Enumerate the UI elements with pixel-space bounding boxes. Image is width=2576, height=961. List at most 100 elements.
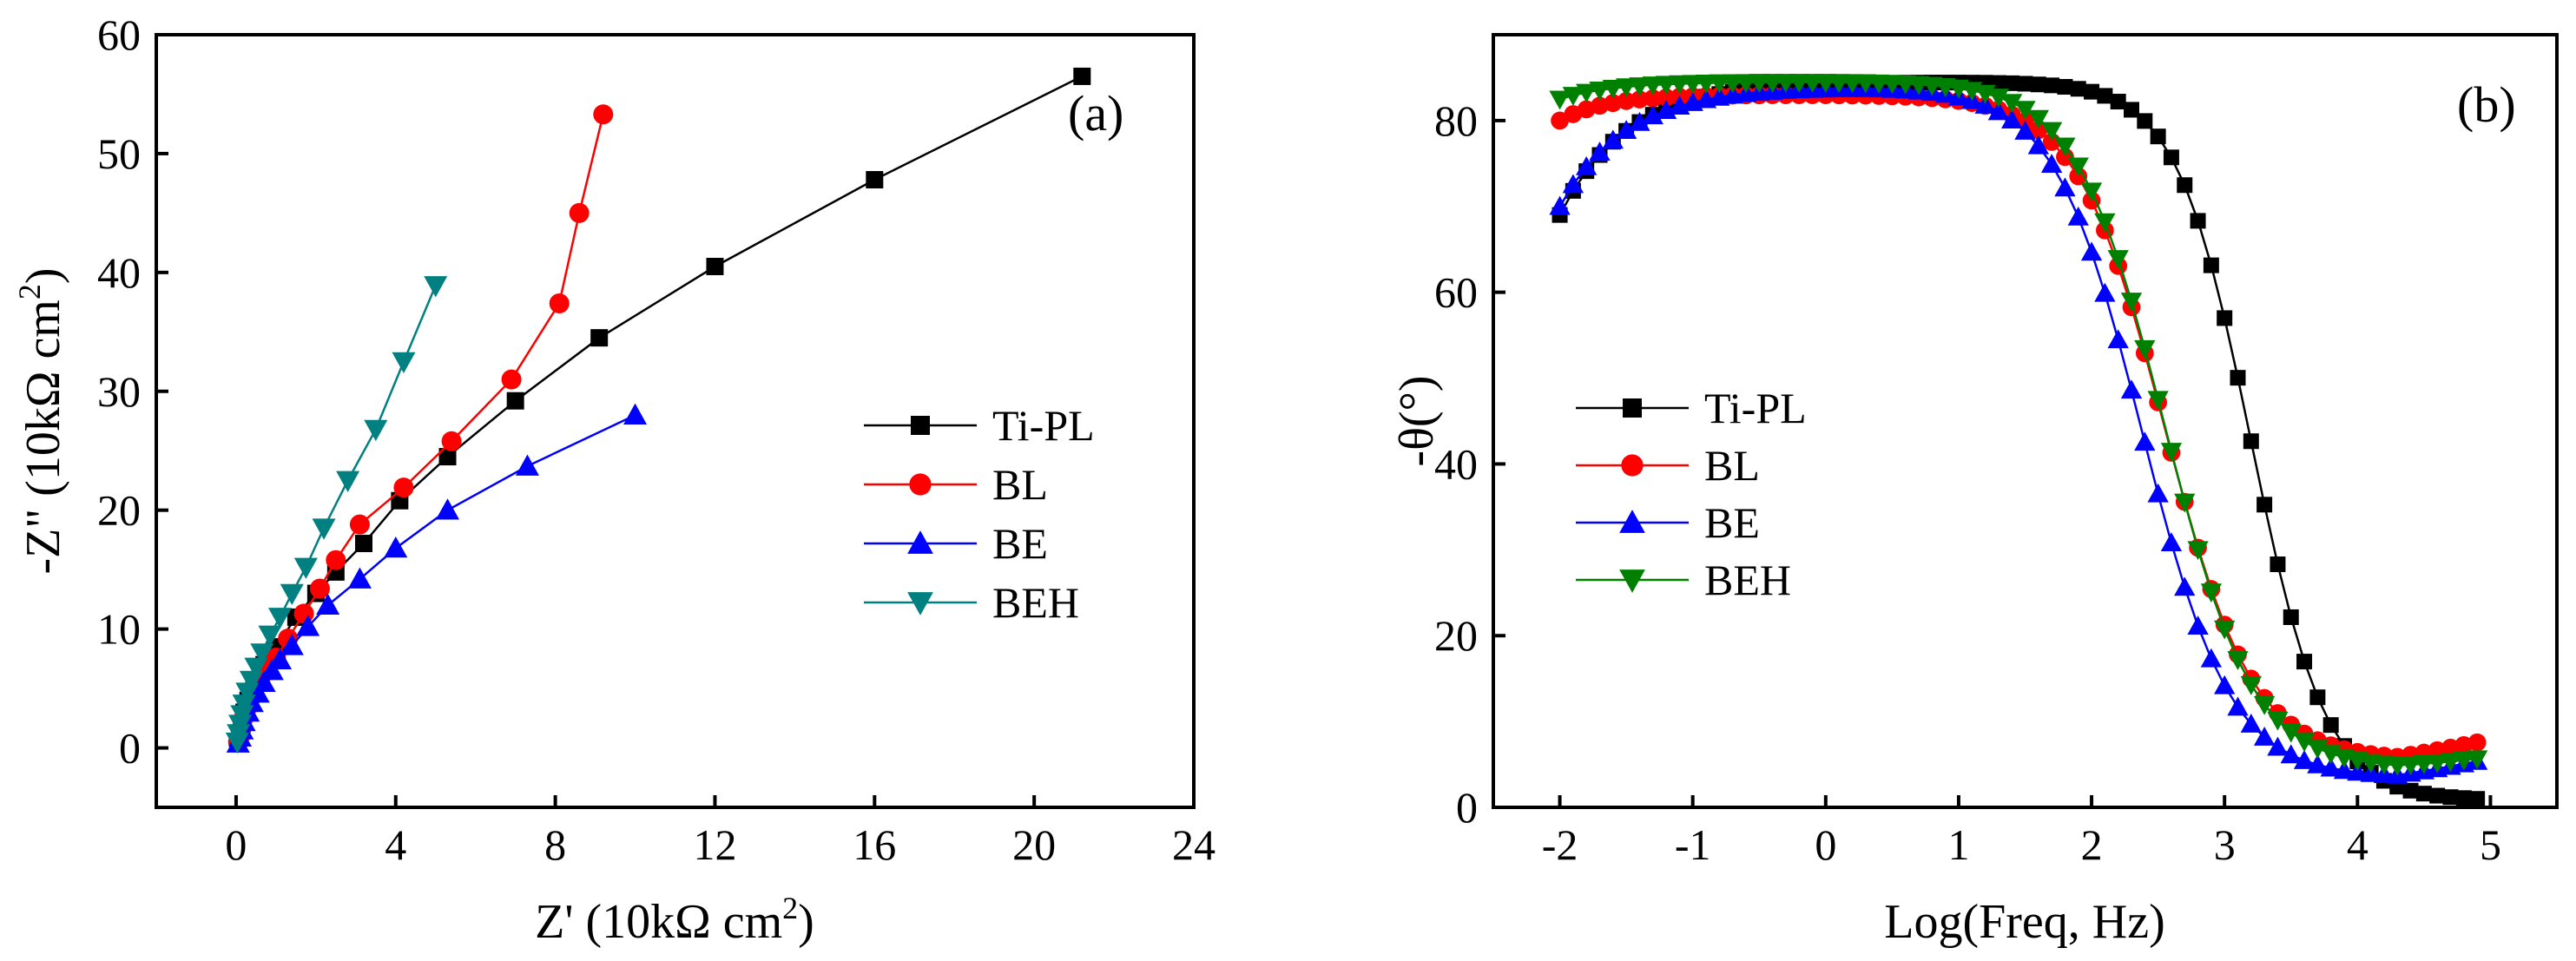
data-point — [2322, 717, 2339, 734]
nyquist-y-ticks: 0 10 20 30 40 50 60 — [97, 10, 168, 773]
data-point — [1669, 75, 1690, 95]
y-tick-label: 60 — [1434, 268, 1478, 317]
data-point — [1589, 142, 1611, 161]
y-tick-label: 0 — [1456, 783, 1478, 832]
nyquist-legend: Ti-PL BL BE BEH — [864, 401, 1095, 627]
data-point — [2080, 182, 2103, 202]
x-tick-label: 1 — [1947, 820, 1969, 869]
x-tick-label: 8 — [544, 820, 566, 869]
data-point — [593, 104, 614, 125]
nyquist-plot-frame — [155, 33, 1196, 809]
data-point — [2214, 675, 2236, 694]
data-point — [2177, 177, 2193, 194]
data-point — [1655, 76, 1677, 95]
data-point — [2307, 754, 2329, 773]
data-point — [1775, 74, 1797, 93]
data-point — [2067, 206, 2089, 226]
data-point — [1841, 74, 1863, 94]
legend-item: BE — [1576, 498, 1760, 547]
data-point — [1591, 96, 1609, 115]
data-point — [355, 535, 372, 553]
data-point — [2067, 157, 2089, 177]
data-point — [2027, 135, 2049, 155]
data-point — [1549, 90, 1571, 110]
data-point — [2017, 76, 2033, 92]
data-point — [2280, 744, 2302, 764]
data-point — [227, 724, 251, 746]
legend-marker — [907, 592, 933, 615]
legend-marker — [907, 530, 933, 554]
data-point — [2429, 787, 2446, 804]
data-point — [1629, 111, 1650, 131]
data-point — [2054, 177, 2076, 197]
data-point — [1642, 105, 1664, 125]
x-tick-label: -2 — [1542, 820, 1578, 869]
y-tick-label: 80 — [1434, 96, 1478, 145]
data-point — [2442, 789, 2459, 806]
data-point — [267, 608, 292, 629]
y-tick-label: 0 — [119, 724, 141, 773]
nyquist-x-ticks: 0 4 8 12 16 20 24 — [225, 795, 1216, 869]
bode-phase-plot-panel: -2 -1 0 1 2 3 4 5 0 20 40 60 80 (b) Log(Freq, Hz) -… — [1390, 33, 2559, 949]
x-tick-label: 0 — [225, 820, 247, 869]
legend-item: BL — [864, 460, 1048, 509]
data-point — [2309, 689, 2326, 706]
data-point — [1551, 111, 1569, 130]
data-point — [1629, 77, 1650, 96]
data-point — [2415, 786, 2432, 802]
data-point — [326, 550, 346, 570]
data-point — [1974, 95, 1996, 114]
data-point — [312, 518, 336, 540]
data-point — [2240, 714, 2262, 733]
data-point — [2413, 755, 2435, 774]
data-point — [1615, 78, 1637, 98]
data-point — [549, 293, 570, 313]
data-point — [1615, 120, 1637, 139]
data-point — [1644, 89, 1663, 108]
data-point — [1722, 74, 1743, 94]
legend-label: BEH — [1704, 556, 1791, 604]
x-tick-label: 5 — [2480, 820, 2501, 869]
data-point — [1802, 74, 1823, 93]
series-beh — [225, 276, 448, 754]
data-point — [2227, 651, 2249, 670]
data-point — [232, 694, 256, 716]
data-point — [2253, 727, 2276, 746]
data-point — [1789, 74, 1810, 93]
data-point — [316, 593, 340, 615]
data-point — [441, 431, 462, 451]
legend-marker — [1619, 510, 1645, 533]
data-point — [1576, 155, 1598, 175]
legend-label: BL — [1704, 441, 1760, 490]
data-point — [569, 202, 590, 223]
data-point — [2227, 696, 2249, 716]
data-point — [2174, 493, 2196, 513]
data-point — [2230, 370, 2246, 386]
data-point — [2455, 790, 2472, 806]
data-point — [2094, 282, 2116, 302]
data-point — [2014, 121, 2036, 140]
data-point — [438, 448, 457, 466]
data-point — [2160, 532, 2183, 552]
data-point — [2293, 733, 2316, 753]
legend-marker — [911, 416, 930, 435]
legend-label: Ti-PL — [992, 401, 1095, 450]
data-point — [2134, 431, 2156, 451]
data-point — [2283, 609, 2299, 625]
data-point — [252, 670, 276, 693]
bode-x-ticks: -2 -1 0 1 2 3 4 5 — [1542, 795, 2501, 869]
x-tick-label: 0 — [1815, 820, 1836, 869]
data-point — [1735, 74, 1757, 94]
data-point — [228, 714, 253, 736]
series-bl — [1551, 86, 2487, 767]
data-point — [2030, 76, 2046, 93]
data-point — [2466, 750, 2488, 770]
data-point — [2307, 740, 2329, 760]
x-tick-label: 4 — [2347, 820, 2368, 869]
data-point — [2004, 75, 2020, 91]
data-point — [2120, 293, 2143, 313]
data-point — [2200, 648, 2223, 668]
data-point — [2347, 761, 2368, 781]
data-point — [267, 648, 292, 670]
